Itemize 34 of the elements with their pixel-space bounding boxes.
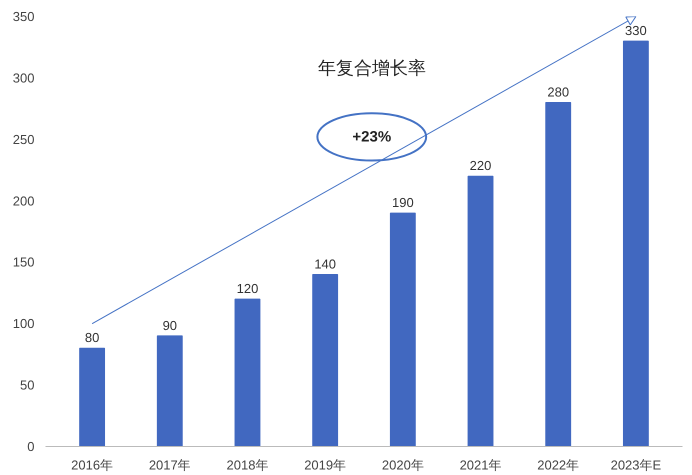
data-label: 220	[470, 158, 492, 174]
y-tick-label: 0	[27, 439, 35, 454]
y-tick-label: 250	[12, 132, 35, 147]
x-tick-label: 2023年E	[610, 458, 662, 472]
x-tick-label: 2022年	[537, 458, 580, 472]
annotation: 年复合增长率	[318, 58, 426, 78]
x-tick-label: 2020年	[382, 458, 424, 472]
y-tick-label: 100	[12, 316, 35, 332]
data-label: 120	[236, 281, 258, 296]
bar	[312, 274, 338, 446]
bar	[545, 102, 572, 446]
y-tick-label: 150	[12, 254, 35, 270]
x-tick-label: 2017年	[148, 458, 191, 472]
bar	[234, 298, 260, 446]
bar	[468, 176, 494, 446]
y-tick-label: 50	[20, 378, 35, 393]
y-tick-label: 200	[12, 193, 35, 208]
y-tick-label: 350	[12, 9, 35, 24]
x-tick-label: 2018年	[226, 458, 268, 472]
data-label: 80	[84, 330, 100, 346]
data-label: 330	[625, 23, 647, 38]
bar	[79, 348, 106, 446]
x-tick-label: 2016年	[71, 458, 114, 472]
annotation: +23%	[352, 128, 392, 146]
data-label: 190	[392, 195, 414, 210]
data-label: 140	[314, 256, 336, 272]
bar	[390, 212, 416, 446]
x-tick-label: 2021年	[460, 458, 502, 472]
y-tick-label: 300	[12, 70, 35, 86]
bar	[156, 335, 183, 446]
data-label: 90	[162, 318, 178, 333]
data-label: 280	[547, 84, 570, 100]
x-tick-label: 2019年	[304, 458, 346, 472]
bar	[622, 40, 649, 446]
